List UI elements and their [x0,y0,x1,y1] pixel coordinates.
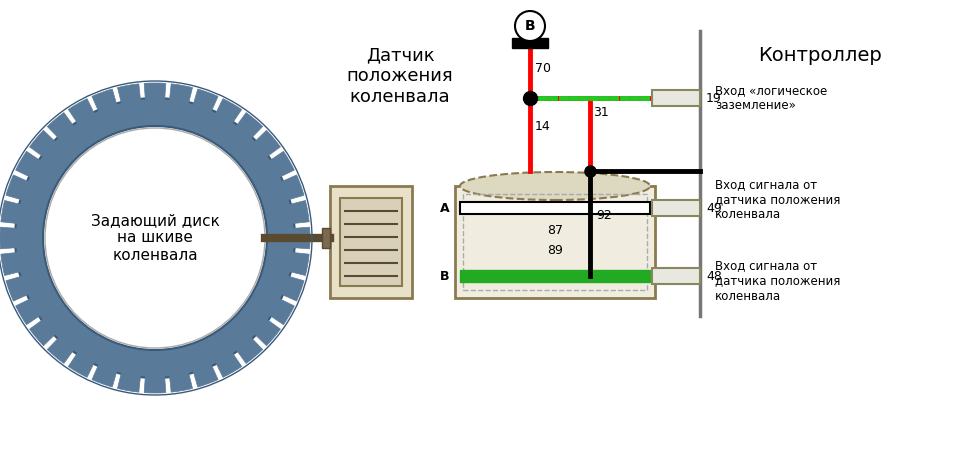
Text: Задающий диск
на шкиве
коленвала: Задающий диск на шкиве коленвала [90,213,220,263]
Wedge shape [15,98,295,378]
Wedge shape [293,227,310,249]
Wedge shape [144,83,166,100]
Text: 89: 89 [547,245,563,258]
Ellipse shape [460,172,650,200]
Text: Вход сигнала от
датчика положения
коленвала: Вход сигнала от датчика положения коленв… [715,178,840,221]
Wedge shape [68,352,94,377]
Bar [330,186,412,298]
Text: Контроллер: Контроллер [758,46,882,65]
Wedge shape [281,276,304,301]
Bar [463,194,647,290]
Wedge shape [289,200,309,224]
Wedge shape [0,227,17,249]
Wedge shape [215,99,242,124]
Wedge shape [30,319,56,346]
Wedge shape [289,252,309,276]
Circle shape [45,128,265,348]
Bar [322,228,330,248]
Wedge shape [30,130,56,157]
Bar [512,38,548,48]
Wedge shape [6,276,29,301]
Text: Вход «логическое
заземление»: Вход «логическое заземление» [715,84,828,112]
Text: Вход сигнала от
датчика положения
коленвала: Вход сигнала от датчика положения коленв… [715,259,840,303]
Text: 48: 48 [706,269,722,282]
Wedge shape [281,175,304,200]
Text: B: B [441,269,449,282]
Bar [652,90,700,106]
Text: A: A [441,201,450,215]
Text: 49: 49 [706,201,722,215]
Circle shape [515,11,545,41]
Wedge shape [117,372,140,392]
Wedge shape [68,99,94,124]
Wedge shape [215,352,242,377]
Wedge shape [270,298,295,325]
Wedge shape [144,376,166,393]
Wedge shape [15,298,40,325]
Text: 31: 31 [593,106,609,119]
Text: 14: 14 [535,120,551,133]
Wedge shape [92,89,117,112]
Wedge shape [270,151,295,178]
Wedge shape [47,113,74,139]
Wedge shape [1,200,21,224]
Wedge shape [193,89,218,112]
Bar [652,200,700,216]
Bar [460,202,650,214]
Wedge shape [169,372,193,392]
Wedge shape [92,364,117,387]
Wedge shape [15,151,40,178]
Text: Датчик
положения
коленвала: Датчик положения коленвала [347,46,453,106]
Wedge shape [236,337,263,363]
Bar [340,198,402,286]
Wedge shape [254,130,280,157]
Wedge shape [254,319,280,346]
Wedge shape [193,364,218,387]
Wedge shape [47,337,74,363]
Wedge shape [117,84,140,104]
Wedge shape [6,175,29,200]
Wedge shape [236,113,263,139]
Wedge shape [1,252,21,276]
Bar [652,268,700,284]
Text: 19: 19 [706,91,722,105]
Text: 92: 92 [596,209,612,222]
Wedge shape [169,84,193,104]
Text: 70: 70 [535,61,551,75]
Text: 87: 87 [547,225,563,238]
Bar [455,186,655,298]
Text: B: B [525,19,536,33]
Bar [460,270,650,282]
